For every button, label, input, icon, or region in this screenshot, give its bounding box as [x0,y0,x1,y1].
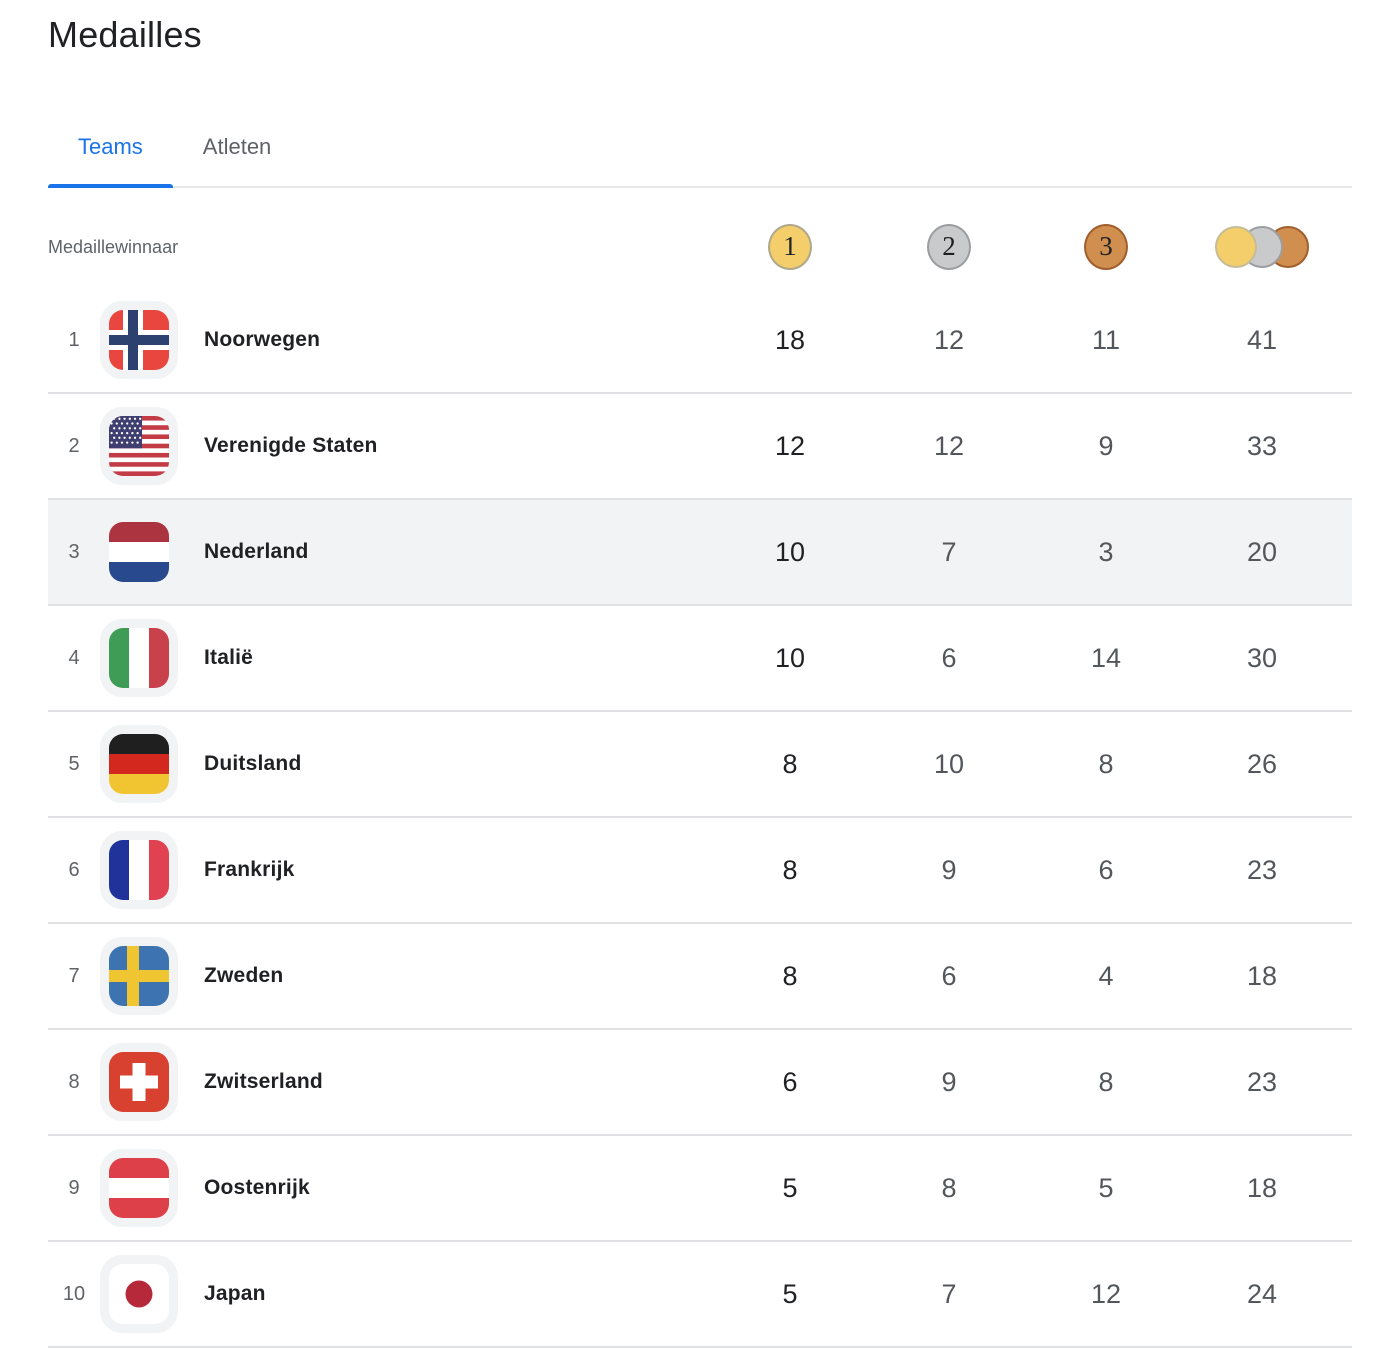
bronze-count: 8 [1098,748,1114,779]
country-name: Verenigde Staten [204,434,378,457]
bronze-count: 8 [1098,1066,1114,1097]
tab-atleten[interactable]: Atleten [173,122,302,186]
gold-count: 8 [782,748,798,779]
bronze-count: 4 [1098,960,1114,991]
rank-label: 10 [62,1282,86,1305]
silver-count: 6 [941,642,957,673]
total-count: 23 [1246,854,1278,885]
medal-winner-column-label: Medaillewinnaar [48,236,179,257]
country-name: Zweden [204,964,284,987]
netherlands-flag-icon [100,513,178,591]
table-row[interactable]: 10 Japan 5 7 12 24 [48,1242,1352,1348]
sweden-flag-icon [100,937,178,1015]
country-name: Noorwegen [204,328,321,351]
country-name: Duitsland [204,752,302,775]
rank-label: 3 [68,540,80,563]
total-count: 24 [1246,1278,1278,1309]
gold-count: 8 [782,854,798,885]
country-name: Nederland [204,540,309,563]
bronze-medal-icon: 3 [1084,224,1128,270]
tab-bar: Teams Atleten [48,122,1352,188]
total-count: 18 [1246,1172,1278,1203]
gold-count: 8 [782,960,798,991]
total-medals-icon [1215,226,1309,268]
gold-count: 18 [774,324,806,355]
total-count: 26 [1246,748,1278,779]
total-count: 30 [1246,642,1278,673]
table-row[interactable]: 6 Frankrijk 8 9 6 23 [48,818,1352,924]
gold-count: 12 [774,430,806,461]
country-name: Italië [204,646,254,669]
gold-count: 10 [774,536,806,567]
country-name: Frankrijk [204,858,295,881]
rank-label: 6 [68,858,80,881]
rank-label: 2 [68,434,80,457]
table-row[interactable]: 7 Zweden 8 6 4 18 [48,924,1352,1030]
country-name: Oostenrijk [204,1176,310,1199]
bronze-count: 3 [1098,536,1114,567]
silver-count: 10 [933,748,965,779]
germany-flag-icon [100,725,178,803]
silver-medal-rank: 2 [942,230,956,261]
gold-medal-icon: 1 [768,224,812,270]
gold-medal-rank: 1 [783,230,797,261]
rank-label: 1 [68,328,80,351]
country-name: Japan [204,1282,266,1305]
country-name: Zwitserland [204,1070,323,1093]
table-row[interactable]: 8 Zwitserland 6 9 8 23 [48,1030,1352,1136]
tab-teams-label: Teams [78,134,143,159]
bronze-count: 9 [1098,430,1114,461]
table-row[interactable]: 3 Nederland 10 7 3 20 [48,500,1352,606]
united-states-flag-icon [100,407,178,485]
table-header: Medaillewinnaar 1 2 3 [48,188,1352,288]
silver-count: 9 [941,1066,957,1097]
table-row[interactable]: 4 Italië 10 6 14 30 [48,606,1352,712]
silver-count: 6 [941,960,957,991]
total-count: 33 [1246,430,1278,461]
silver-count: 9 [941,854,957,885]
bronze-count: 6 [1098,854,1114,885]
tab-atleten-label: Atleten [202,134,272,159]
silver-medal-icon: 2 [927,224,971,270]
rank-label: 4 [68,646,80,669]
gold-count: 10 [774,642,806,673]
table-row[interactable]: 9 Oostenrijk 5 8 5 18 [48,1136,1352,1242]
gold-count: 5 [782,1172,798,1203]
total-count: 20 [1246,536,1278,567]
rank-label: 9 [68,1176,80,1199]
switzerland-flag-icon [100,1043,178,1121]
total-count: 41 [1246,324,1278,355]
total-gold-circle [1215,226,1257,268]
bronze-count: 11 [1091,324,1121,355]
silver-count: 12 [933,324,965,355]
silver-count: 8 [941,1172,957,1203]
france-flag-icon [100,831,178,909]
silver-count: 7 [941,536,957,567]
rank-label: 5 [68,752,80,775]
silver-count: 12 [933,430,965,461]
japan-flag-icon [100,1255,178,1333]
medal-table: 1 Noorwegen 18 12 11 41 2 Verenigde Stat… [48,288,1352,1348]
gold-count: 6 [782,1066,798,1097]
page-title: Medailles [48,14,202,55]
total-count: 23 [1246,1066,1278,1097]
austria-flag-icon [100,1149,178,1227]
total-count: 18 [1246,960,1278,991]
rank-label: 7 [68,964,80,987]
bronze-count: 14 [1090,642,1122,673]
bronze-count: 12 [1090,1278,1122,1309]
bronze-count: 5 [1098,1172,1114,1203]
table-row[interactable]: 2 Verenigde Staten 12 12 9 33 [48,394,1352,500]
silver-count: 7 [941,1278,957,1309]
table-row[interactable]: 1 Noorwegen 18 12 11 41 [48,288,1352,394]
rank-label: 8 [68,1070,80,1093]
bronze-medal-rank: 3 [1099,230,1113,261]
italy-flag-icon [100,619,178,697]
norway-flag-icon [100,301,178,379]
gold-count: 5 [782,1278,798,1309]
tab-teams[interactable]: Teams [48,122,173,188]
table-row[interactable]: 5 Duitsland 8 10 8 26 [48,712,1352,818]
